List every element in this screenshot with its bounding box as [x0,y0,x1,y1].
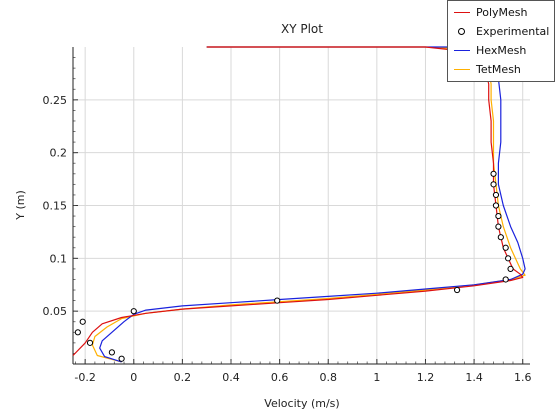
x-axis-label: Velocity (m/s) [264,397,339,410]
legend-label: Experimental [476,24,550,38]
experimental-data-point [492,202,500,209]
data-series [72,46,526,363]
legend-line-swatch [452,44,472,56]
experimental-data-point [490,170,497,177]
legend-label: PolyMesh [476,5,528,19]
legend-item-experimental: Experimental [448,22,554,40]
x-tick-label: 0.8 [319,371,337,384]
y-tick-label: 0.25 [43,94,68,107]
hexmesh-series-line [99,46,526,363]
plot-axes [72,47,530,365]
y-tick-label: 0.15 [43,200,68,213]
x-tick-label: 1.4 [465,371,483,384]
x-tick-label: 0.2 [174,371,192,384]
x-tick-label: 1.6 [514,371,532,384]
legend-label: HexMesh [476,43,527,57]
experimental-data-point [79,318,86,325]
experimental-data-point [495,223,502,230]
experimental-data-point [108,349,115,356]
y-tick-label: 0.2 [50,147,68,160]
experimental-data-point [86,339,94,346]
experimental-data-point [495,212,502,220]
chart-legend: PolyMesh Experimental HexMesh TetMesh [447,0,555,82]
x-tick-label: -0.2 [74,371,95,384]
x-tick-label: 1 [373,371,380,384]
legend-line-swatch [452,6,472,18]
legend-line-swatch [452,63,472,75]
y-axis-label: Y (m) [14,190,27,221]
legend-item-polymesh: PolyMesh [448,3,554,21]
experimental-data-point [274,297,281,304]
experimental-data-point [490,181,497,188]
x-tick-label: 1.2 [417,371,435,384]
experimental-data-point [74,329,81,336]
tick-labels: -0.2 0 0.2 0.4 0.6 0.8 1 1.2 1.4 1.6 0.05 0.1 0.15 0.… [43,94,532,384]
x-tick-label: 0.4 [222,371,240,384]
experimental-data-point [130,308,137,315]
tetmesh-series-line [91,46,526,363]
experimental-data-point [502,244,509,251]
x-tick-label: 0.6 [271,371,289,384]
y-tick-label: 0.1 [50,252,68,265]
legend-item-hexmesh: HexMesh [448,41,554,59]
y-tick-label: 0.05 [43,305,68,318]
experimental-data-point [502,276,509,283]
x-tick-label: 0 [130,371,137,384]
legend-marker-swatch [452,25,472,37]
experimental-data-point [505,255,512,262]
experimental-data-point [492,191,500,199]
legend-label: TetMesh [476,62,521,76]
experimental-data-point [118,355,125,362]
legend-item-tetmesh: TetMesh [448,60,554,78]
polymesh-series-line [72,46,524,356]
chart-title: XY Plot [281,22,323,36]
experimental-data-point [497,234,504,241]
grid-lines [73,47,530,364]
experimental-data-point [453,286,461,294]
experimental-data-point [507,265,514,272]
